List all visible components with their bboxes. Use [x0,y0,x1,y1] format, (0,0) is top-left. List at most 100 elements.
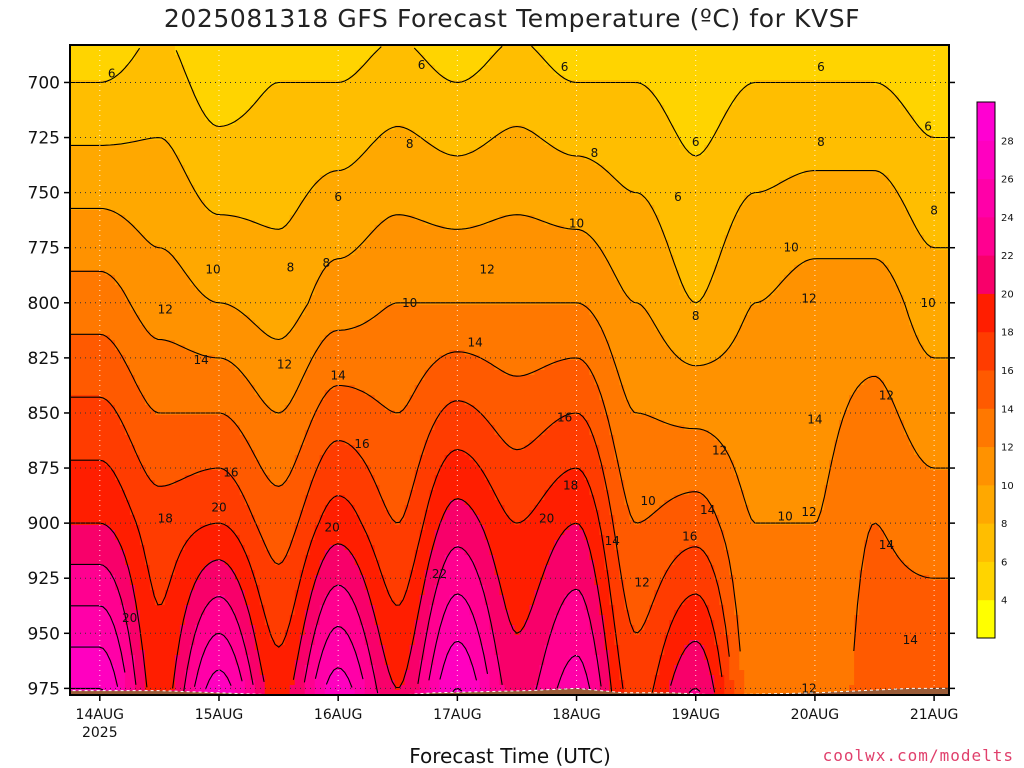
temperature-cell [144,635,151,641]
temperature-cell [219,350,226,356]
temperature-cell [109,385,116,391]
temperature-cell [189,540,196,546]
temperature-cell [224,410,231,416]
temperature-cell [94,325,101,331]
temperature-cell [129,50,136,56]
temperature-cell [99,270,106,276]
temperature-cell [234,105,241,111]
temperature-cell [254,620,261,626]
temperature-cell [149,500,156,506]
temperature-cell [209,500,216,506]
temperature-cell [109,370,116,376]
temperature-cell [84,70,91,76]
temperature-cell [144,390,151,396]
temperature-cell [169,115,176,121]
temperature-cell [84,610,91,616]
temperature-cell [94,640,101,646]
temperature-cell [74,575,81,581]
temperature-cell [244,230,251,236]
temperature-cell [89,280,96,286]
temperature-cell [164,645,171,651]
temperature-cell [94,595,101,601]
temperature-cell [139,630,146,636]
temperature-cell [79,500,86,506]
temperature-cell [239,650,246,656]
temperature-cell [164,395,171,401]
temperature-cell [249,505,256,511]
temperature-cell [174,485,181,491]
temperature-cell [189,440,196,446]
temperature-cell [214,425,221,431]
temperature-cell [79,595,86,601]
temperature-cell [134,285,141,291]
temperature-cell [79,570,86,576]
temperature-cell [164,80,171,86]
temperature-cell [94,680,101,686]
temperature-cell [70,380,76,386]
temperature-cell [224,50,231,56]
temperature-cell [149,315,156,321]
temperature-cell [249,195,256,201]
temperature-cell [214,235,221,241]
temperature-cell [164,480,171,486]
temperature-cell [194,505,201,511]
temperature-cell [114,175,121,181]
temperature-cell [134,500,141,506]
temperature-cell [74,220,81,226]
temperature-cell [149,555,156,561]
temperature-cell [154,230,161,236]
temperature-cell [119,325,126,331]
temperature-cell [79,625,86,631]
temperature-cell [99,80,106,86]
temperature-cell [154,460,161,466]
temperature-cell [124,205,131,211]
temperature-cell [124,100,131,106]
temperature-cell [204,235,211,241]
temperature-cell [79,630,86,636]
temperature-cell [224,300,231,306]
temperature-cell [229,220,236,226]
temperature-cell [164,540,171,546]
temperature-cell [154,450,161,456]
temperature-cell [114,405,121,411]
temperature-cell [219,510,226,516]
temperature-cell [114,130,121,136]
temperature-cell [199,515,206,521]
temperature-cell [259,120,266,126]
temperature-cell [229,305,236,311]
temperature-cell [70,65,76,71]
temperature-cell [114,200,121,206]
temperature-cell [159,485,166,491]
temperature-cell [89,495,96,501]
temperature-cell [169,625,176,631]
temperature-cell [99,490,106,496]
temperature-cell [234,235,241,241]
temperature-cell [229,460,236,466]
temperature-cell [129,285,136,291]
temperature-cell [254,55,261,61]
temperature-cell [99,255,106,261]
temperature-cell [139,405,146,411]
temperature-cell [254,435,261,441]
temperature-cell [234,370,241,376]
temperature-cell [114,445,121,451]
temperature-cell [189,65,196,71]
temperature-cell [214,530,221,536]
temperature-cell [124,375,131,381]
temperature-cell [229,260,236,266]
temperature-cell [164,630,171,636]
temperature-cell [159,175,166,181]
temperature-cell [189,240,196,246]
temperature-cell [179,55,186,61]
temperature-cell [189,575,196,581]
temperature-cell [119,575,126,581]
temperature-cell [199,395,206,401]
temperature-cell [169,405,176,411]
temperature-cell [234,110,241,116]
temperature-cell [194,570,201,576]
temperature-cell [84,265,91,271]
temperature-cell [124,230,131,236]
temperature-cell [214,440,221,446]
temperature-cell [244,200,251,206]
temperature-cell [229,420,236,426]
